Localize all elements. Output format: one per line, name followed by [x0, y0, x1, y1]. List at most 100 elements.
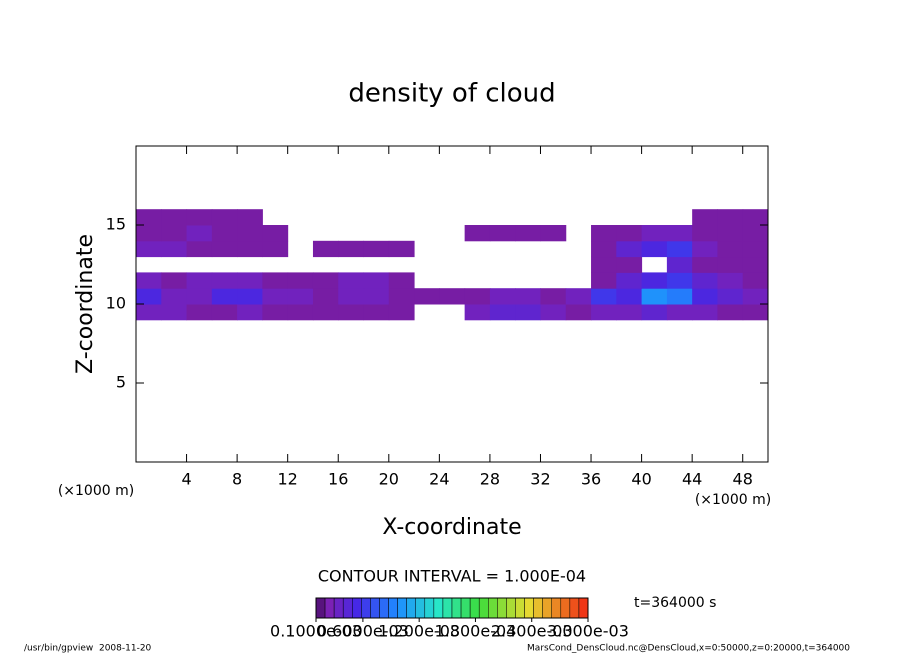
cell	[237, 272, 263, 289]
colorbar-swatch	[415, 597, 426, 619]
colorbar-swatch	[370, 597, 380, 619]
cell	[565, 304, 592, 321]
cell	[136, 304, 162, 321]
cell	[161, 304, 188, 321]
cell	[591, 288, 617, 305]
cell	[616, 272, 643, 289]
cell	[287, 272, 314, 289]
cell	[666, 304, 693, 321]
cell	[489, 225, 516, 242]
cell	[616, 256, 643, 273]
cell	[312, 240, 339, 258]
chart-title: density of cloud	[348, 79, 555, 109]
x-tick-label: 28	[480, 470, 500, 489]
colorbar-swatch	[433, 597, 444, 619]
footer-left: /usr/bin/gpview 2008-11-20	[24, 644, 152, 654]
cell	[363, 288, 390, 305]
colorbar-swatch	[379, 597, 389, 619]
cell	[717, 256, 744, 273]
colorbar-swatch	[569, 597, 580, 619]
cell	[742, 304, 769, 321]
y-tick-label: 10	[106, 294, 126, 313]
cell	[616, 288, 643, 305]
cell	[186, 209, 213, 226]
cell	[641, 288, 668, 305]
cell	[515, 225, 541, 242]
cell	[591, 272, 617, 289]
cell	[338, 272, 365, 289]
cell	[388, 304, 415, 321]
cell	[161, 225, 188, 242]
colorbar-swatch	[388, 597, 398, 619]
cell	[692, 225, 718, 242]
x-tick-label: 20	[379, 470, 399, 489]
cell	[312, 288, 339, 305]
y-unit-label: (×1000 m)	[58, 483, 134, 499]
cell	[666, 256, 693, 273]
colorbar-swatch	[460, 597, 471, 619]
cell	[489, 288, 516, 305]
colorbar-tick-label: 1.200e-03	[378, 622, 460, 641]
colorbar-frame	[315, 597, 589, 619]
cell	[237, 240, 263, 258]
cell	[692, 256, 718, 273]
colorbar-swatch	[560, 597, 571, 619]
colorbar-swatch	[478, 597, 489, 619]
colorbar-swatch	[352, 597, 362, 619]
cell	[666, 272, 693, 289]
colorbar-swatch	[342, 597, 353, 619]
cell	[312, 272, 339, 289]
colorbar-tick-label: 0.1000e-03	[270, 622, 362, 641]
colorbar-swatch	[524, 597, 534, 619]
cell	[717, 272, 744, 289]
cell	[136, 240, 162, 258]
cell	[742, 256, 769, 273]
time-label: t=364000 s	[634, 595, 716, 611]
colorbar-swatch	[533, 597, 543, 619]
cell	[692, 288, 718, 305]
colorbar-swatch	[333, 597, 344, 619]
cell	[591, 225, 617, 242]
colorbar-swatch	[315, 597, 326, 619]
x-tick-label: 40	[631, 470, 651, 489]
x-tick-label: 16	[328, 470, 348, 489]
colorbar-swatch	[324, 597, 335, 619]
cell	[742, 288, 769, 305]
cell	[540, 304, 567, 321]
cell	[717, 288, 744, 305]
cell	[211, 304, 238, 321]
colorbar-tick-label: 2.400e-03	[491, 622, 573, 641]
colorbar-swatch	[424, 597, 435, 619]
cell	[186, 288, 213, 305]
x-tick-label: 32	[530, 470, 550, 489]
cell	[717, 240, 744, 258]
cell	[464, 225, 491, 242]
cell	[616, 240, 643, 258]
cell	[237, 288, 263, 305]
colorbar-tick-label: 0.6000e-03	[317, 622, 409, 641]
cell	[136, 288, 162, 305]
colorbar-swatch	[488, 597, 498, 619]
colorbar-swatch	[515, 597, 525, 619]
cell	[287, 304, 314, 321]
cell	[211, 225, 238, 242]
cell	[464, 288, 491, 305]
cell	[312, 304, 339, 321]
cell	[641, 272, 668, 289]
cell	[136, 225, 162, 242]
cell	[338, 240, 365, 258]
cell	[591, 256, 617, 273]
cell	[237, 225, 263, 242]
colorbar-swatch	[542, 597, 552, 619]
x-tick-label: 12	[278, 470, 298, 489]
cell	[515, 288, 541, 305]
cell	[616, 225, 643, 242]
cell	[641, 240, 668, 258]
colorbar-swatch	[469, 597, 480, 619]
cell	[136, 209, 162, 226]
cell	[237, 304, 263, 321]
colorbar-tick-label: 3.000e-03	[547, 622, 629, 641]
cell	[565, 288, 592, 305]
cell	[515, 304, 541, 321]
cell	[388, 240, 415, 258]
